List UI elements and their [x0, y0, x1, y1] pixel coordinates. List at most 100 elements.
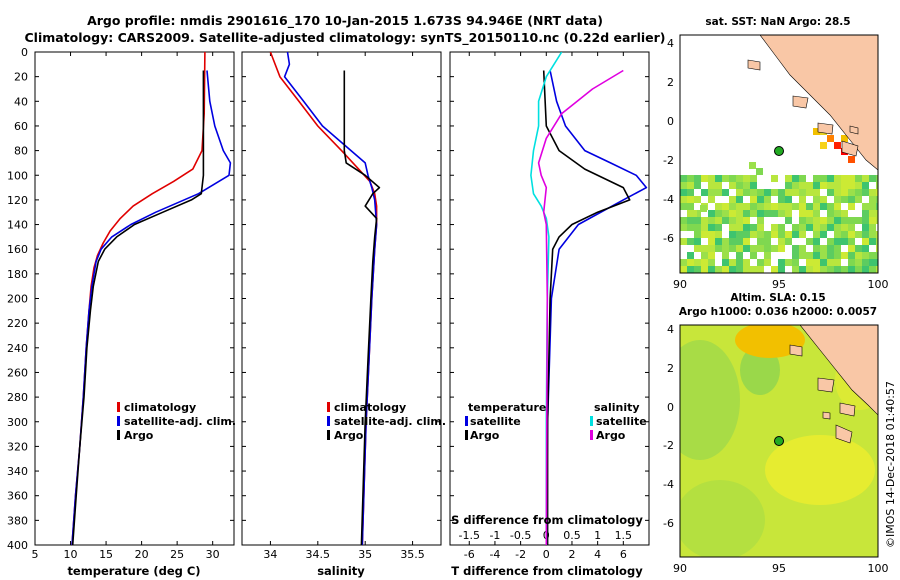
sst-cell: [701, 189, 708, 196]
sst-map: sat. SST: NaN Argo: 28.5 90 95 100 4 2 0…: [663, 16, 888, 291]
sst-cell: [715, 231, 722, 238]
sst-map-ytick: 0: [667, 115, 674, 128]
sst-cell: [750, 210, 757, 217]
sst-cell: [862, 252, 869, 259]
sst-cell: [799, 245, 806, 252]
sst-cell: [694, 217, 701, 224]
sst-cell: [708, 210, 715, 217]
sst-cell: [687, 196, 694, 203]
mentawai-islands: [747, 59, 859, 157]
sst-cell: [806, 203, 813, 210]
sst-cell: [813, 203, 820, 210]
sst-cell: [722, 266, 729, 273]
sla-low-region: [680, 340, 740, 460]
sst-cell: [834, 189, 841, 196]
sst-cell: [771, 245, 778, 252]
difference-xtick-label: 2: [568, 548, 575, 561]
sst-cell: [792, 224, 799, 231]
sst-cell: [785, 196, 792, 203]
sst-cell: [680, 224, 687, 231]
sst-cell: [799, 252, 806, 259]
salinity-diff-tick-label: -1: [489, 529, 500, 542]
sla-map-xtick: 100: [868, 562, 889, 575]
sst-cell: [687, 224, 694, 231]
sst-cell: [862, 238, 869, 245]
sst-cell: [715, 238, 722, 245]
sst-cell: [722, 203, 729, 210]
sst-cell: [848, 252, 855, 259]
depth-tick-label: 80: [14, 145, 28, 158]
sst-cell: [750, 196, 757, 203]
legend-swatch-climatology: [327, 402, 330, 412]
sst-cell: [848, 217, 855, 224]
sst-cell: [687, 175, 694, 182]
sst-cell: [792, 231, 799, 238]
sst-cell: [729, 231, 736, 238]
sst-cell: [876, 245, 878, 252]
temperature-xtick-label: 10: [64, 548, 78, 561]
sst-cell: [834, 203, 841, 210]
sst-cell: [778, 259, 785, 266]
legend-label-climatology: climatology: [124, 401, 196, 414]
sst-cell: [743, 224, 750, 231]
sst-cell: [771, 266, 778, 273]
sst-cell: [687, 266, 694, 273]
sst-cell: [834, 231, 841, 238]
sst-cell: [869, 266, 876, 273]
depth-tick-label: 200: [7, 293, 28, 306]
sst-cell: [743, 238, 750, 245]
temperature-xtick-label: 5: [32, 548, 39, 561]
sst-cell: [722, 189, 729, 196]
sst-cell: [785, 203, 792, 210]
sst-cell: [834, 238, 841, 245]
sst-cell: [736, 210, 743, 217]
sst-cell: [792, 189, 799, 196]
sst-cell: [715, 266, 722, 273]
sst-cell: [750, 245, 757, 252]
sst-map-ytick: -6: [663, 232, 674, 245]
legend-label-argo: Argo: [124, 429, 154, 442]
difference-t-xlabel: T difference from climatology: [451, 564, 643, 578]
sst-cell: [876, 238, 878, 245]
sst-cell: [729, 175, 736, 182]
sst-cell: [792, 266, 799, 273]
sst-cell: [785, 189, 792, 196]
sst-cell: [729, 266, 736, 273]
imos-watermark: ©IMOS 14-Dec-2018 01:40:57: [884, 381, 897, 548]
sst-cell: [834, 182, 841, 189]
sst-cell: [792, 245, 799, 252]
sst-cell: [827, 266, 834, 273]
sst-cell: [841, 182, 848, 189]
difference-panel: -6 -4 -2 0 2 4 6-1.5 -1 -0.5 0 0.5 1 1.5 S differenc…: [449, 51, 650, 578]
sst-cell: [743, 210, 750, 217]
sst-cell: [848, 245, 855, 252]
difference-xtick-label: -6: [464, 548, 475, 561]
sst-cell: [736, 259, 743, 266]
sst-cell: [813, 245, 820, 252]
sst-cell: [827, 182, 834, 189]
sst-cell: [876, 210, 878, 217]
sst-cell: [820, 231, 827, 238]
sst-cell: [729, 217, 736, 224]
sst-cell: [834, 196, 841, 203]
sst-cell: [813, 196, 820, 203]
sst-cell: [813, 238, 820, 245]
sst-cell: [736, 175, 743, 182]
sst-cell: [708, 189, 715, 196]
sla-map-ytick: 4: [667, 323, 674, 336]
salinity-diff-tick-label: -1.5: [459, 529, 480, 542]
sst-cell: [750, 182, 757, 189]
sst-cell: [820, 175, 827, 182]
sst-cell: [778, 224, 785, 231]
sst-cell: [680, 175, 687, 182]
sst-cell: [820, 252, 827, 259]
sst-cell: [736, 189, 743, 196]
salinity-diff-tick-label: 1.5: [615, 529, 633, 542]
sst-cell: [806, 210, 813, 217]
legend-swatch-argo: [327, 430, 330, 440]
sst-cell: [827, 210, 834, 217]
salinity-xtick-label: 35: [358, 548, 372, 561]
sst-cell: [687, 203, 694, 210]
sst-cell: [715, 217, 722, 224]
sst-cell: [820, 203, 827, 210]
